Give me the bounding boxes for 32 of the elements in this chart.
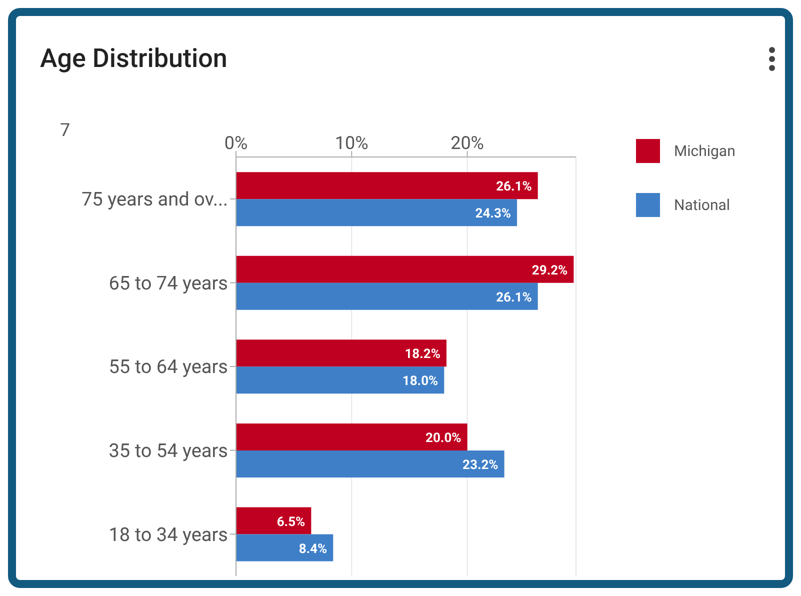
chart-title: Age Distribution [40, 44, 228, 74]
bar [236, 340, 446, 367]
bar [236, 423, 468, 450]
bar [236, 172, 538, 200]
y-tick-label: 55 to 64 years [108, 355, 228, 378]
data-label: 26.1% [496, 290, 532, 306]
bar [236, 366, 444, 394]
data-label: 29.2% [532, 263, 568, 278]
bar [236, 507, 312, 534]
data-label: 18.0% [402, 374, 439, 390]
y-tick-label: 75 years and ov... [82, 188, 228, 211]
data-label: 8.4% [298, 542, 328, 557]
x-tick-label: 10% [334, 133, 368, 154]
legend-label: Michigan [674, 142, 736, 160]
text: 7 [60, 120, 70, 141]
data-label: 20.0% [426, 430, 462, 446]
data-label: 6.5% [276, 514, 306, 530]
bar [236, 199, 518, 226]
bar [236, 450, 504, 478]
legend-label: National [674, 196, 730, 214]
bar [236, 534, 334, 562]
data-label: 23.2% [462, 458, 499, 473]
x-tick-label: 20% [450, 133, 484, 154]
bar [236, 256, 574, 283]
x-tick-label: 0% [224, 133, 248, 154]
y-tick-label: 35 to 54 years [108, 439, 228, 462]
data-label: 18.2% [404, 347, 441, 362]
y-tick-label: 65 to 74 years [108, 271, 228, 294]
bar [236, 282, 538, 310]
data-label: 24.3% [475, 206, 512, 222]
data-label: 26.1% [496, 180, 532, 195]
y-tick-label: 18 to 34 years [108, 522, 228, 546]
